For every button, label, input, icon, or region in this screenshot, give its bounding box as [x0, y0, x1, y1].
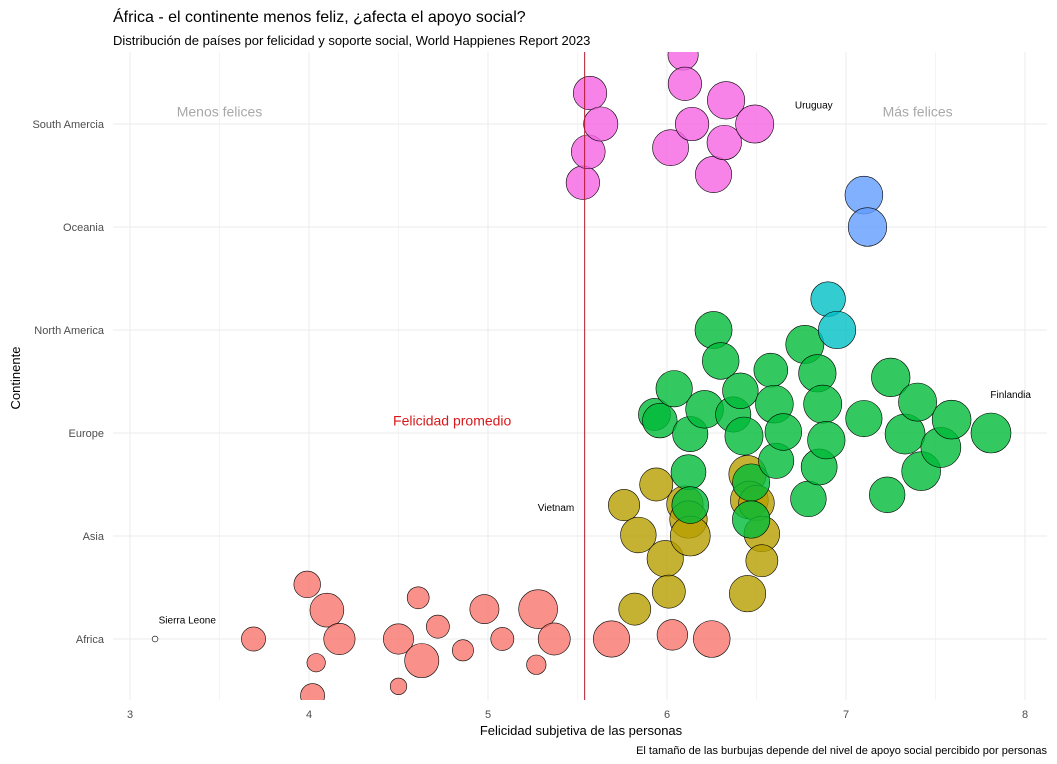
bubble-point — [764, 413, 803, 451]
bubble-point — [655, 370, 693, 408]
bubble-point — [618, 592, 652, 626]
country-label: Sierra Leone — [159, 615, 217, 626]
bubble-point — [490, 627, 515, 651]
bubble-point — [702, 342, 740, 380]
chart-title: África - el continente menos feliz, ¿afe… — [113, 7, 526, 26]
y-tick-label: South Amercia — [32, 119, 104, 131]
bubble-point — [300, 683, 325, 700]
annotations: Menos felices Más felices Felicidad promed… — [159, 100, 1032, 626]
bubble-layer — [151, 52, 1012, 700]
y-tick-label: Oceania — [63, 222, 105, 234]
bubble-point — [642, 403, 678, 439]
x-axis-ticks: 3 4 5 6 7 8 — [127, 709, 1028, 721]
bubble-point — [810, 281, 846, 317]
bubble-point — [608, 489, 641, 522]
y-axis-title: Continente — [8, 347, 23, 410]
y-tick-label: Asia — [83, 531, 105, 543]
bubble-point — [651, 574, 686, 609]
x-tick-label: 8 — [1022, 709, 1028, 721]
bubble-point — [706, 124, 742, 161]
bubble-point — [518, 589, 558, 629]
y-tick-label: Europe — [69, 428, 104, 440]
bubble-point — [931, 399, 972, 440]
average-label: Felicidad promedio — [393, 413, 511, 429]
bubble-point — [670, 454, 707, 490]
bubble-point — [469, 594, 500, 625]
y-axis-ticks: Africa Asia Europe North America Oceania Sout… — [32, 119, 104, 646]
chart-subtitle: Distribución de países por felicidad y s… — [113, 33, 590, 48]
bubble-point — [151, 635, 159, 643]
bubble-point — [898, 382, 938, 422]
country-label: Uruguay — [795, 100, 833, 111]
bubble-point — [722, 372, 759, 409]
bubble-point — [871, 357, 911, 397]
bubble-point — [572, 76, 608, 111]
bubble-point — [656, 619, 688, 651]
bubble-point — [735, 104, 775, 144]
bubble-point — [451, 639, 474, 662]
bubble-point — [652, 129, 689, 167]
bubble-point — [323, 623, 356, 655]
bubble-point — [869, 476, 906, 513]
bubble-point — [526, 654, 547, 675]
bubble-point — [620, 516, 657, 554]
bubble-point — [732, 500, 771, 539]
bubble-point — [807, 421, 846, 460]
bubble-point — [693, 620, 731, 658]
bubble-point — [383, 623, 414, 655]
bubble-point — [389, 677, 408, 695]
bubble-point — [707, 81, 746, 120]
country-label: Vietnam — [538, 503, 575, 514]
x-tick-label: 4 — [306, 709, 312, 721]
x-tick-label: 3 — [127, 709, 133, 721]
bubble-point — [803, 384, 843, 424]
bubble-point — [639, 467, 674, 502]
bubble-point — [309, 592, 345, 628]
country-label: Finlandia — [990, 390, 1031, 401]
bubble-point — [695, 155, 733, 193]
bubble-point — [426, 614, 450, 639]
bubble-point — [404, 643, 440, 679]
bubble-point — [694, 311, 733, 349]
bubble-point — [970, 412, 1012, 454]
bubble-point — [293, 570, 321, 599]
y-tick-label: Africa — [76, 634, 105, 646]
side-label: Menos felices — [177, 104, 263, 120]
x-tick-label: 7 — [843, 709, 849, 721]
bubble-point — [593, 620, 631, 658]
bubble-point — [671, 486, 709, 524]
bubble-point — [729, 575, 767, 613]
bubble-point — [667, 66, 702, 101]
bubble-point — [583, 106, 619, 142]
bubble-point — [406, 586, 430, 610]
x-tick-label: 5 — [485, 709, 491, 721]
bubble-point — [745, 544, 779, 578]
x-tick-label: 6 — [664, 709, 670, 721]
bubble-point — [845, 400, 883, 438]
chart-caption: El tamaño de las burbujas depende del ni… — [636, 745, 1047, 757]
bubble-point — [674, 106, 710, 142]
bubble-point — [753, 352, 789, 388]
bubble-point — [790, 480, 827, 518]
bubble-point — [537, 622, 571, 656]
bubble-point — [565, 165, 600, 200]
bubble-point — [306, 653, 326, 673]
x-axis-title: Felicidad subjetiva de las personas — [480, 723, 683, 738]
bubble-point — [724, 416, 764, 456]
side-label: Más felices — [883, 104, 953, 120]
bubble-point — [241, 626, 266, 652]
y-tick-label: North America — [34, 325, 105, 337]
bubble-point — [818, 310, 857, 350]
bubble-point — [847, 207, 888, 247]
